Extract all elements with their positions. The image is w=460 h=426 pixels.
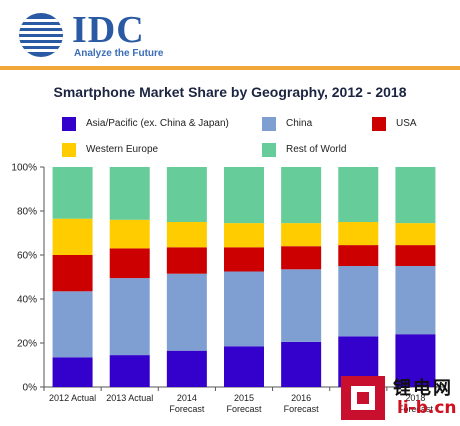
chart-title: Smartphone Market Share by Geography, 20… [53,84,407,100]
watermark-text-bottom: li-b.cn [397,398,457,418]
bar-segment [52,255,93,292]
x-tick-label: 2018 Forecast [398,393,434,414]
bar-segment [224,346,264,387]
bar-segment [281,223,322,247]
x-tick-label: 2016 Forecast [284,393,320,414]
x-tick-label-line: 2013 Actual [106,393,153,403]
watermark-text-top: 锂电网 [393,378,453,399]
bar-segment [224,167,264,224]
watermark-logo-icon [341,376,385,420]
bar-segment [224,271,264,347]
bar-segment [52,167,93,219]
x-tick-label-line: Forecast [169,404,205,414]
x-tick-label-line: 2015 [234,393,254,403]
bar-segment [395,266,436,335]
bar-segment [52,218,93,255]
legend-swatch [62,143,76,157]
y-tick-label: 0% [23,383,38,394]
bar-segment [166,350,207,387]
bar-segment [338,245,379,266]
idc-logo[interactable]: IDC Analyze the Future [12,6,212,62]
globe-logo-icon [19,13,63,57]
header-rule [0,66,460,70]
bar-segment [338,266,379,337]
bar-segment [281,269,322,342]
bar-segment [109,167,150,220]
x-tick-label: 2015 Forecast [226,393,262,414]
bar-segment [166,247,207,274]
legend-label: USA [396,118,417,129]
bar-segment [109,248,150,279]
x-tick-label-line: 2016 [291,393,311,403]
bar-segment [166,167,207,222]
legend-label: China [286,118,313,129]
x-tick-label-line: 2012 Actual [49,393,96,403]
x-tick-label-line: 2018 [405,393,425,403]
bar-segment [395,167,436,224]
legend-swatch [262,143,276,157]
x-tick-label: 2012 Actual [49,393,96,403]
watermark: 锂电网 li-b.cn [341,372,460,426]
bar-segment [109,219,150,249]
legend-label: Western Europe [86,144,159,155]
legend-swatch [262,117,276,131]
bar-segment [224,223,264,248]
x-tick-label: 2014 Forecast [169,393,205,414]
bar-segment [109,278,150,356]
y-tick-label: 20% [17,339,37,350]
bar-segment [166,222,207,248]
bar-segment [338,167,379,222]
x-tick-label: 2013 Actual [106,393,153,403]
bar-segment [395,223,436,246]
bar-segment [395,245,436,266]
bar-segment [281,341,322,387]
bar-segment [281,167,322,224]
x-tick-label-line: Forecast [284,404,320,414]
bar-segment [52,357,93,387]
legend-swatch [62,117,76,131]
x-tick-label-line: 2014 [177,393,197,403]
logo-tagline: Analyze the Future [74,48,164,59]
bar-segment [395,334,436,387]
bar-segment [109,355,150,387]
legend-label: Rest of World [286,144,347,155]
x-tick-label-line: Forecast [226,404,262,414]
bar-segment [224,247,264,272]
bar-segment [338,222,379,246]
y-tick-label: 60% [17,251,37,262]
logo-wordmark: IDC [72,9,145,51]
legend-swatch [372,117,386,131]
legend-label: Asia/Pacific (ex. China & Japan) [86,118,229,129]
y-tick-label: 40% [17,295,37,306]
y-tick-label: 100% [11,163,37,174]
x-tick-label-line: Forecast [398,404,434,414]
bar-segment [281,246,322,270]
y-tick-label: 80% [17,207,37,218]
bar-segment [166,273,207,351]
header-band [0,0,460,66]
bar-segment [52,291,93,358]
